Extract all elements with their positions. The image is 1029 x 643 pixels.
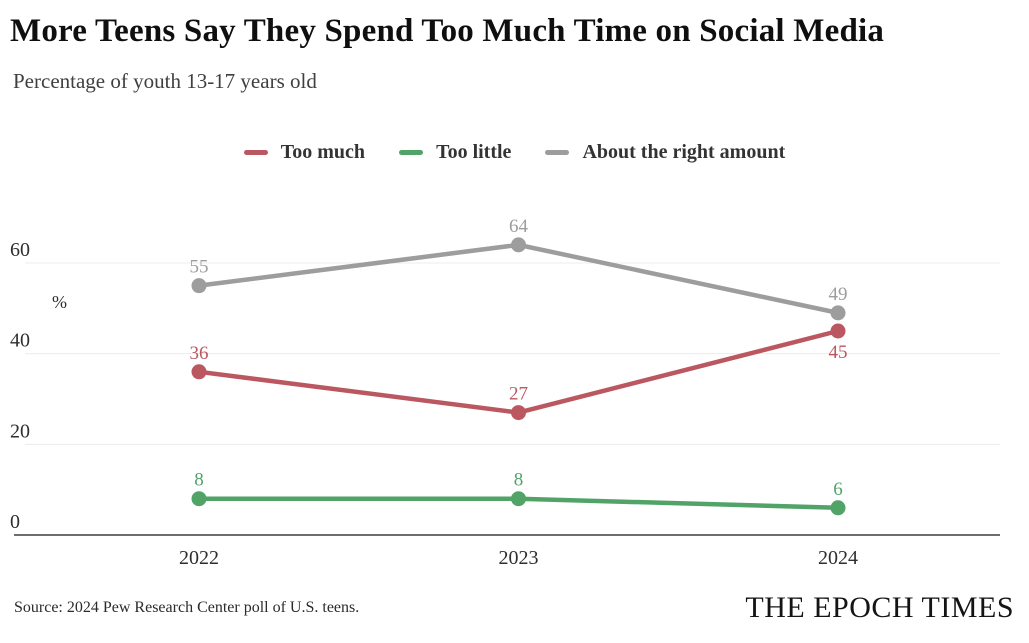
data-point-too-little	[191, 491, 207, 507]
data-point-about-the-right-amount	[511, 237, 526, 253]
value-label-about-the-right-amount: 49	[829, 284, 848, 305]
legend-swatch-icon	[399, 150, 424, 155]
legend-label: About the right amount	[582, 141, 786, 163]
data-point-too-much	[191, 364, 207, 380]
legend-label: Too little	[436, 141, 512, 163]
value-label-too-little: 6	[833, 479, 843, 500]
x-tick-label: 2023	[499, 547, 539, 569]
legend-item-too-much: Too much	[243, 141, 366, 164]
series-line-about-the-right-amount	[196, 242, 841, 316]
chart-legend: Too much Too little About the right amount	[0, 141, 1029, 164]
x-tick-label: 2024	[818, 547, 858, 569]
data-point-about-the-right-amount	[191, 278, 207, 294]
epoch-times-logo: THE EPOCH TIMES	[745, 591, 1014, 624]
legend-swatch-icon	[243, 150, 268, 155]
y-tick-label: 60	[10, 239, 30, 261]
value-label-too-little: 8	[194, 470, 204, 491]
legend-label: Too much	[280, 141, 366, 163]
legend-swatch-icon	[545, 150, 570, 155]
value-label-too-much: 36	[190, 343, 209, 364]
data-point-too-little	[511, 491, 526, 507]
legend-item-too-little: Too little	[399, 141, 511, 164]
chart-title: More Teens Say They Spend Too Much Time …	[10, 13, 885, 49]
chart-subtitle: Percentage of youth 13-17 years old	[13, 69, 317, 93]
value-label-about-the-right-amount: 64	[509, 216, 529, 237]
y-tick-label: 40	[10, 330, 30, 352]
source-note: Source: 2024 Pew Research Center poll of…	[14, 599, 360, 616]
value-label-too-little: 8	[514, 470, 524, 491]
data-point-too-much	[511, 405, 526, 421]
value-label-about-the-right-amount: 55	[190, 257, 209, 278]
data-point-too-little	[830, 500, 846, 516]
value-label-too-much: 45	[829, 342, 848, 363]
x-tick-label: 2022	[179, 547, 219, 569]
y-axis-unit-label: %	[52, 292, 67, 312]
data-point-too-much	[830, 323, 846, 339]
value-label-too-much: 27	[509, 384, 528, 405]
data-point-about-the-right-amount	[830, 305, 846, 321]
y-tick-label: 0	[10, 511, 20, 533]
legend-item-about-the-right-amount: About the right amount	[545, 141, 785, 164]
y-tick-label: 20	[10, 420, 30, 442]
